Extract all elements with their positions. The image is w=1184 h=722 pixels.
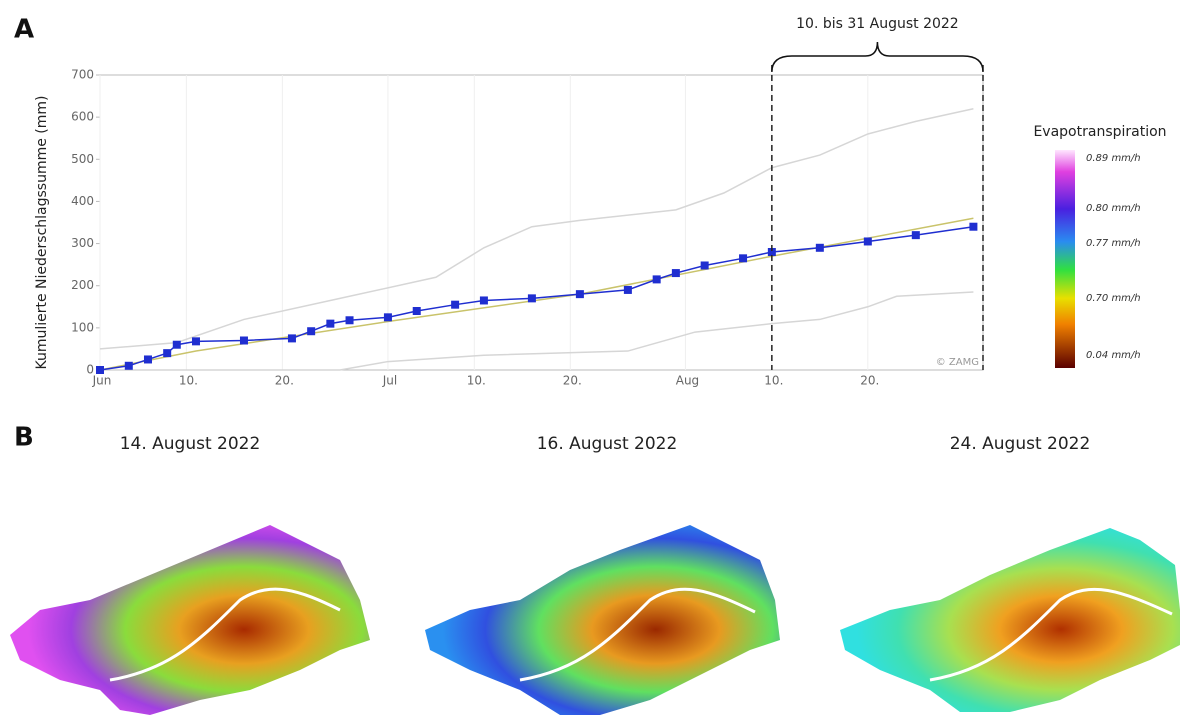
brace (772, 42, 983, 72)
marker (864, 237, 872, 245)
x-tick-label: 10. (467, 374, 486, 388)
marker (326, 320, 334, 328)
marker (816, 244, 824, 252)
colorbar-label: 0.70 mm/h (1086, 293, 1141, 304)
map-title: 14. August 2022 (120, 434, 261, 454)
marker (384, 313, 392, 321)
y-tick-label: 200 (71, 278, 94, 292)
x-tick-label: 10. (179, 374, 198, 388)
figure: A B 0100200300400500600700Jun10.20.Jul10… (0, 0, 1184, 722)
marker (451, 301, 459, 309)
maps (10, 525, 1180, 715)
marker (192, 337, 200, 345)
marker (96, 366, 104, 374)
marker (163, 349, 171, 357)
map-title: 24. August 2022 (950, 434, 1091, 454)
x-tick-label: 10. (764, 374, 783, 388)
colorbar-label: 0.89 mm/h (1086, 153, 1141, 164)
y-tick-label: 100 (71, 320, 94, 334)
marker (969, 223, 977, 231)
plot-area (100, 75, 983, 370)
marker (739, 254, 747, 262)
colorbar-title: Evapotranspiration (1033, 124, 1166, 140)
marker (912, 231, 920, 239)
y-tick-label: 700 (71, 68, 94, 82)
marker (653, 275, 661, 283)
marker (413, 307, 421, 315)
map-image (425, 525, 780, 715)
map-image (840, 528, 1180, 712)
x-tick-label: Jul (382, 374, 397, 388)
marker (672, 269, 680, 277)
x-tick-label: Aug (676, 374, 699, 388)
y-tick-label: 400 (71, 194, 94, 208)
marker (480, 296, 488, 304)
x-tick-label: 20. (860, 374, 879, 388)
y-tick-label: 300 (71, 236, 94, 250)
marker (346, 316, 354, 324)
panel-label: A (14, 15, 34, 45)
highlight-label: 10. bis 31 August 2022 (796, 16, 959, 32)
y-tick-label: 500 (71, 152, 94, 166)
credit: © ZAMG (936, 357, 979, 368)
y-axis-label: Kumulierte Niederschlagssumme (mm) (34, 95, 50, 369)
map-title: 16. August 2022 (537, 434, 678, 454)
colorbar-label: 0.77 mm/h (1086, 238, 1141, 249)
colorbar (1055, 150, 1075, 368)
colorbar-label: 0.80 mm/h (1086, 203, 1141, 214)
y-tick-label: 600 (71, 110, 94, 124)
colorbar-label: 0.04 mm/h (1086, 350, 1141, 361)
marker (240, 337, 248, 345)
marker (288, 334, 296, 342)
marker (144, 355, 152, 363)
x-tick-label: 20. (563, 374, 582, 388)
marker (624, 286, 632, 294)
x-tick-label: Jun (92, 374, 112, 388)
map-image (10, 525, 370, 715)
marker (576, 290, 584, 298)
panel-label: B (14, 423, 34, 453)
marker (307, 327, 315, 335)
marker (528, 294, 536, 302)
x-tick-label: 20. (275, 374, 294, 388)
marker (125, 362, 133, 370)
marker (701, 261, 709, 269)
marker (173, 341, 181, 349)
